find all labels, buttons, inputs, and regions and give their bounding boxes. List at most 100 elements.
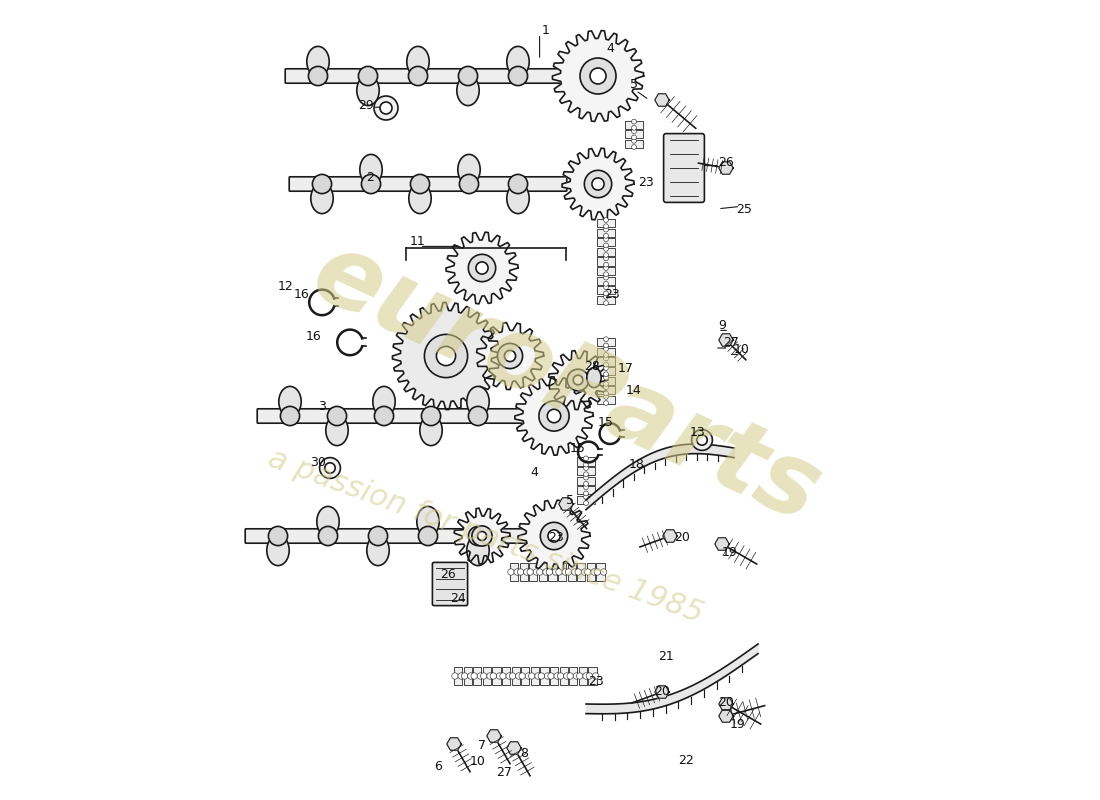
Bar (578, 486, 595, 494)
Circle shape (631, 119, 637, 124)
Circle shape (556, 569, 562, 575)
Bar (597, 358, 615, 366)
Bar (597, 219, 615, 227)
Text: 24: 24 (450, 592, 466, 605)
Polygon shape (447, 738, 461, 750)
Circle shape (604, 372, 608, 377)
Circle shape (548, 410, 561, 422)
Circle shape (604, 253, 608, 258)
Ellipse shape (356, 75, 380, 106)
Text: 12: 12 (278, 280, 294, 293)
Bar (588, 667, 596, 685)
Circle shape (590, 68, 606, 84)
Text: 23: 23 (638, 176, 653, 189)
Ellipse shape (326, 415, 349, 446)
Circle shape (410, 174, 430, 194)
Text: 26: 26 (440, 568, 455, 581)
Circle shape (558, 673, 564, 679)
Polygon shape (718, 698, 734, 710)
Circle shape (604, 224, 608, 229)
Ellipse shape (456, 75, 480, 106)
Bar (502, 667, 510, 685)
Bar (558, 563, 566, 581)
Ellipse shape (417, 506, 439, 537)
Circle shape (591, 569, 597, 575)
Ellipse shape (317, 506, 339, 537)
Circle shape (563, 673, 570, 679)
Ellipse shape (507, 183, 529, 214)
Circle shape (499, 673, 506, 679)
Circle shape (514, 569, 520, 575)
Bar (519, 563, 528, 581)
Text: 27: 27 (723, 336, 739, 349)
Text: 18: 18 (628, 458, 645, 470)
Circle shape (481, 673, 487, 679)
Text: 10: 10 (734, 343, 750, 356)
Circle shape (604, 282, 608, 286)
Circle shape (604, 356, 608, 361)
Bar (578, 458, 595, 466)
Ellipse shape (420, 415, 442, 446)
Circle shape (368, 526, 387, 546)
Polygon shape (718, 710, 734, 722)
Bar (586, 563, 595, 581)
Circle shape (631, 145, 637, 150)
Bar (568, 563, 575, 581)
Circle shape (539, 401, 569, 431)
Circle shape (468, 673, 474, 679)
Circle shape (586, 673, 593, 679)
Text: 4: 4 (606, 42, 614, 54)
FancyBboxPatch shape (257, 409, 527, 423)
Circle shape (604, 237, 608, 242)
Bar (560, 667, 568, 685)
Circle shape (565, 569, 572, 575)
Circle shape (509, 673, 516, 679)
Circle shape (458, 673, 464, 679)
Circle shape (604, 218, 608, 222)
Bar (578, 477, 595, 485)
Text: 22: 22 (678, 754, 694, 766)
Text: 1: 1 (542, 24, 550, 37)
Circle shape (631, 138, 637, 143)
Ellipse shape (366, 535, 389, 566)
Circle shape (548, 530, 560, 542)
Ellipse shape (373, 386, 395, 417)
Text: 5: 5 (630, 78, 638, 90)
Polygon shape (518, 500, 590, 572)
Polygon shape (562, 148, 634, 220)
Circle shape (425, 334, 468, 378)
Circle shape (535, 673, 541, 679)
Circle shape (547, 569, 552, 575)
Circle shape (604, 391, 608, 396)
Circle shape (604, 243, 608, 248)
Polygon shape (476, 322, 543, 390)
Circle shape (460, 174, 478, 194)
Circle shape (604, 262, 608, 267)
Circle shape (584, 472, 588, 477)
Text: 9: 9 (718, 319, 726, 332)
Circle shape (604, 343, 608, 348)
Circle shape (604, 362, 608, 367)
Circle shape (604, 246, 608, 251)
FancyBboxPatch shape (285, 69, 566, 83)
Ellipse shape (458, 154, 481, 185)
Circle shape (505, 350, 516, 362)
Circle shape (374, 406, 394, 426)
Circle shape (324, 462, 336, 474)
Text: 14: 14 (626, 384, 642, 397)
Bar (512, 667, 520, 685)
Circle shape (604, 375, 608, 380)
Text: 16: 16 (294, 288, 310, 301)
Circle shape (461, 673, 468, 679)
Circle shape (604, 227, 608, 232)
Circle shape (604, 275, 608, 280)
Circle shape (584, 491, 588, 496)
Circle shape (362, 174, 381, 194)
Bar (569, 667, 578, 685)
Circle shape (359, 66, 377, 86)
Circle shape (525, 673, 531, 679)
Bar (597, 296, 615, 304)
Circle shape (477, 531, 486, 541)
Circle shape (580, 58, 616, 94)
Bar (578, 563, 585, 581)
